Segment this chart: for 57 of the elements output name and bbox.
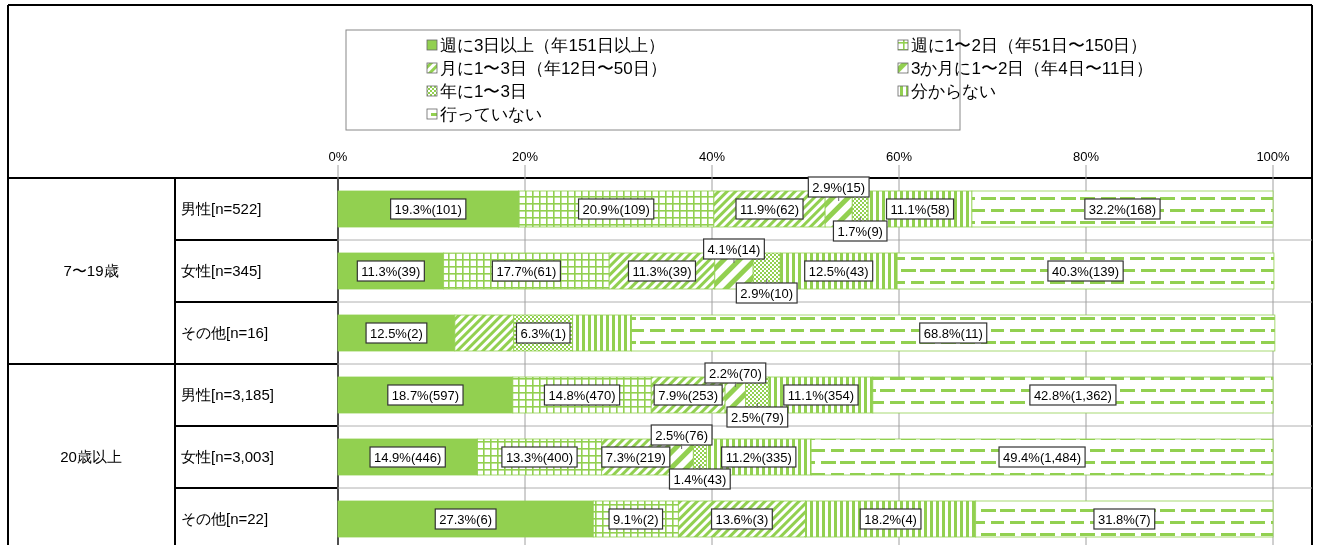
data-label: 19.3%(101) — [394, 202, 462, 217]
x-tick-label: 0% — [328, 149, 348, 164]
legend-label: 3か月に1〜2日（年4日〜11日） — [911, 59, 1154, 78]
data-label: 14.8%(470) — [548, 388, 616, 403]
data-label: 11.3%(39) — [361, 264, 421, 279]
data-label: 40.3%(139) — [1051, 264, 1120, 279]
data-label: 11.3%(39) — [632, 264, 692, 279]
data-label: 11.1%(354) — [787, 388, 855, 403]
x-tick-label: 40% — [698, 149, 726, 164]
x-tick-label: 60% — [885, 149, 913, 164]
data-label: 12.5%(43) — [808, 264, 869, 279]
data-label: 7.9%(253) — [658, 388, 719, 403]
legend-label: 月に1〜3日（年12日〜50日） — [440, 59, 667, 78]
data-label: 11.9%(62) — [739, 202, 800, 217]
x-tick-label: 80% — [1072, 149, 1100, 164]
data-label: 2.9%(10) — [740, 286, 794, 301]
data-label: 42.8%(1,362) — [1033, 388, 1112, 403]
y-tick-label: 男性[n=522] — [181, 200, 262, 217]
data-label: 9.1%(2) — [613, 512, 659, 527]
data-label: 20.9%(109) — [582, 202, 650, 217]
data-label: 2.9%(15) — [812, 180, 866, 195]
data-label: 1.4%(43) — [673, 472, 727, 487]
data-label: 32.2%(168) — [1088, 202, 1157, 217]
data-label: 13.3%(400) — [505, 450, 574, 465]
x-tick-label: 20% — [511, 149, 539, 164]
data-label: 7.3%(219) — [605, 450, 666, 465]
data-label: 14.9%(446) — [374, 450, 442, 465]
y-tick-label: 女性[n=345] — [181, 262, 262, 279]
data-label: 2.2%(70) — [709, 366, 762, 381]
data-label: 1.7%(9) — [837, 224, 883, 239]
data-label: 11.1%(58) — [890, 202, 950, 217]
y-tick-label: その他[n=16] — [181, 324, 269, 341]
data-label: 18.2%(4) — [864, 512, 917, 527]
legend-label: 週に1〜2日（年51日〜150日） — [911, 36, 1148, 55]
data-label: 2.5%(79) — [730, 410, 784, 425]
text: 7〜19歳 — [63, 262, 119, 279]
data-label: 6.3%(1) — [520, 326, 566, 341]
legend-label: 週に3日以上（年151日以上） — [440, 36, 665, 55]
data-label: 31.8%(7) — [1097, 512, 1151, 527]
y-tick-label: その他[n=22] — [181, 510, 269, 527]
data-label: 11.2%(335) — [725, 450, 792, 465]
data-label: 17.7%(61) — [496, 264, 557, 279]
data-label: 2.5%(76) — [655, 428, 708, 443]
data-label: 27.3%(6) — [439, 512, 492, 527]
y-tick-label: 男性[n=3,185] — [181, 386, 274, 403]
data-label: 4.1%(14) — [707, 242, 761, 257]
data-label: 13.6%(3) — [715, 512, 769, 527]
data-label: 49.4%(1,484) — [1003, 450, 1082, 465]
legend-label: 行っていない — [440, 105, 542, 124]
x-tick-label: 100% — [1256, 149, 1291, 164]
text: 20歳以上 — [60, 448, 122, 465]
data-label: 12.5%(2) — [370, 326, 423, 341]
data-label: 18.7%(597) — [391, 388, 460, 403]
legend-label: 分からない — [911, 82, 996, 101]
y-tick-label: 女性[n=3,003] — [181, 448, 274, 465]
legend-label: 年に1〜3日 — [440, 82, 527, 101]
data-label: 68.8%(11) — [923, 326, 983, 341]
